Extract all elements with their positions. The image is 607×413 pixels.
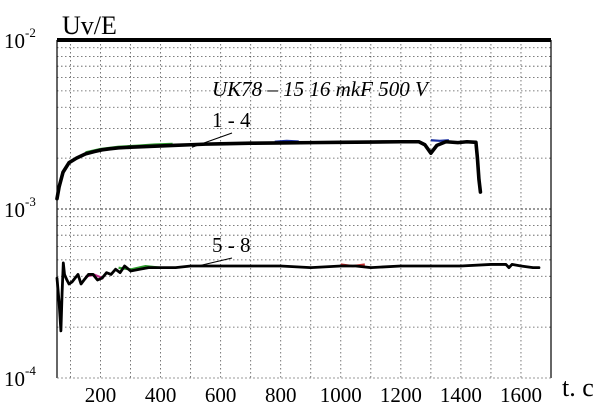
chart-annotation: UK78 – 15 16 mkF 500 V [212,77,430,101]
x-tick-label: 1200 [380,383,422,407]
grid-layer [57,40,551,378]
x-axis-label: t. c [562,373,594,402]
series-layer [55,132,541,333]
x-tick-label: 400 [145,383,177,407]
y-tick-exponent: -2 [25,25,36,40]
x-tick-label: 800 [265,383,297,407]
series-line-2 [55,261,541,333]
y-tick-exponent: -3 [25,194,36,209]
y-tick-label: 10-3 [4,194,36,222]
series-line-1 [55,139,483,201]
x-tick-label: 1000 [320,383,362,407]
x-tick-label: 1400 [440,383,482,407]
y-tick-label: 10-4 [4,363,36,391]
text-layer: Uv/E t. c UK78 – 15 16 mkF 500 V 1 - 4 5… [62,11,594,402]
y-tick-label: 10-2 [4,25,36,53]
x-tick-label: 200 [85,383,117,407]
label-leader-1-4 [191,132,233,148]
y-axis-label: Uv/E [62,11,117,40]
x-tick-label: 600 [205,383,237,407]
x-tick-label: 1600 [500,383,542,407]
y-tick-exponent: -4 [25,363,36,378]
plot-frame [56,38,552,379]
label-leader-5-8 [197,257,233,267]
series-label-5-8: 5 - 8 [212,233,251,257]
series-label-1-4: 1 - 4 [212,108,251,132]
